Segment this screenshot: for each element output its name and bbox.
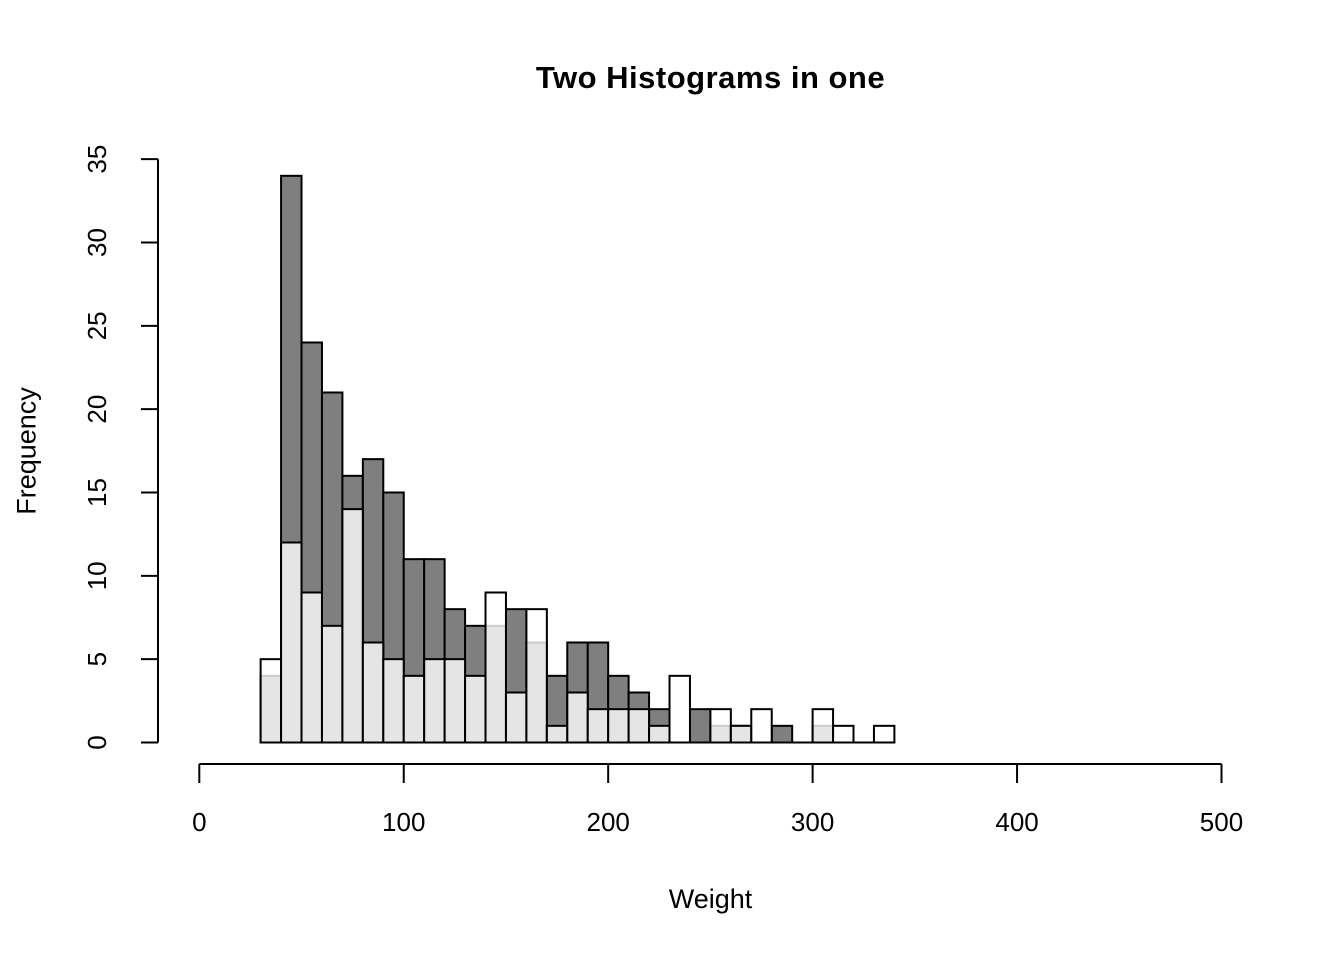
translucent-white-histogram-bar	[341, 508, 364, 744]
x-tick-label: 400	[995, 807, 1038, 837]
y-tick-label: 25	[82, 311, 112, 340]
x-tick-label: 0	[192, 807, 206, 837]
y-tick-label: 35	[82, 145, 112, 174]
translucent-white-histogram-bar	[402, 674, 426, 744]
translucent-white-histogram-bar	[668, 674, 691, 744]
x-tick-label: 300	[791, 807, 834, 837]
translucent-white-histogram-bar	[566, 691, 589, 744]
translucent-white-histogram-bar	[423, 658, 446, 744]
translucent-white-histogram-bar	[545, 724, 569, 744]
x-axis-label: Weight	[668, 884, 753, 914]
translucent-white-histogram-bar	[382, 658, 405, 744]
translucent-white-histogram-bar	[504, 691, 528, 744]
translucent-white-histogram-bar	[627, 708, 651, 744]
dark-gray-histogram-bar	[770, 724, 794, 744]
translucent-white-histogram-bar	[484, 591, 507, 744]
translucent-white-histogram-bar	[750, 708, 773, 744]
x-tick-label: 100	[382, 807, 425, 837]
translucent-white-histogram-bar	[443, 658, 467, 744]
translucent-white-histogram-bar	[586, 708, 610, 744]
y-tick-label: 5	[82, 652, 112, 666]
translucent-white-histogram-bar	[709, 708, 732, 744]
translucent-white-histogram-bar	[525, 608, 548, 744]
y-tick-label: 30	[82, 228, 112, 257]
translucent-white-histogram-bar	[872, 724, 896, 744]
translucent-white-histogram-bar	[832, 724, 855, 744]
x-tick-label: 200	[586, 807, 629, 837]
y-tick-label: 15	[82, 478, 112, 507]
translucent-white-histogram-bar	[464, 674, 487, 744]
translucent-white-histogram-bar	[320, 624, 344, 744]
translucent-white-histogram-bar	[648, 724, 671, 744]
translucent-white-histogram-bar	[300, 591, 323, 744]
translucent-white-histogram-bar	[259, 658, 283, 744]
translucent-white-histogram-bar	[607, 708, 630, 744]
y-tick-label: 10	[82, 561, 112, 590]
x-tick-label: 500	[1200, 807, 1243, 837]
y-tick-label: 0	[82, 735, 112, 749]
dark-gray-histogram-bar	[688, 708, 712, 744]
y-tick-label: 20	[82, 395, 112, 424]
translucent-white-histogram-bar	[729, 724, 753, 744]
y-axis-label-text: Frequency	[11, 387, 42, 515]
chart-title: Two Histograms in one	[535, 60, 886, 95]
translucent-white-histogram-bar	[811, 708, 835, 744]
translucent-white-histogram-bar	[280, 541, 303, 744]
translucent-white-histogram-bar	[361, 641, 385, 744]
